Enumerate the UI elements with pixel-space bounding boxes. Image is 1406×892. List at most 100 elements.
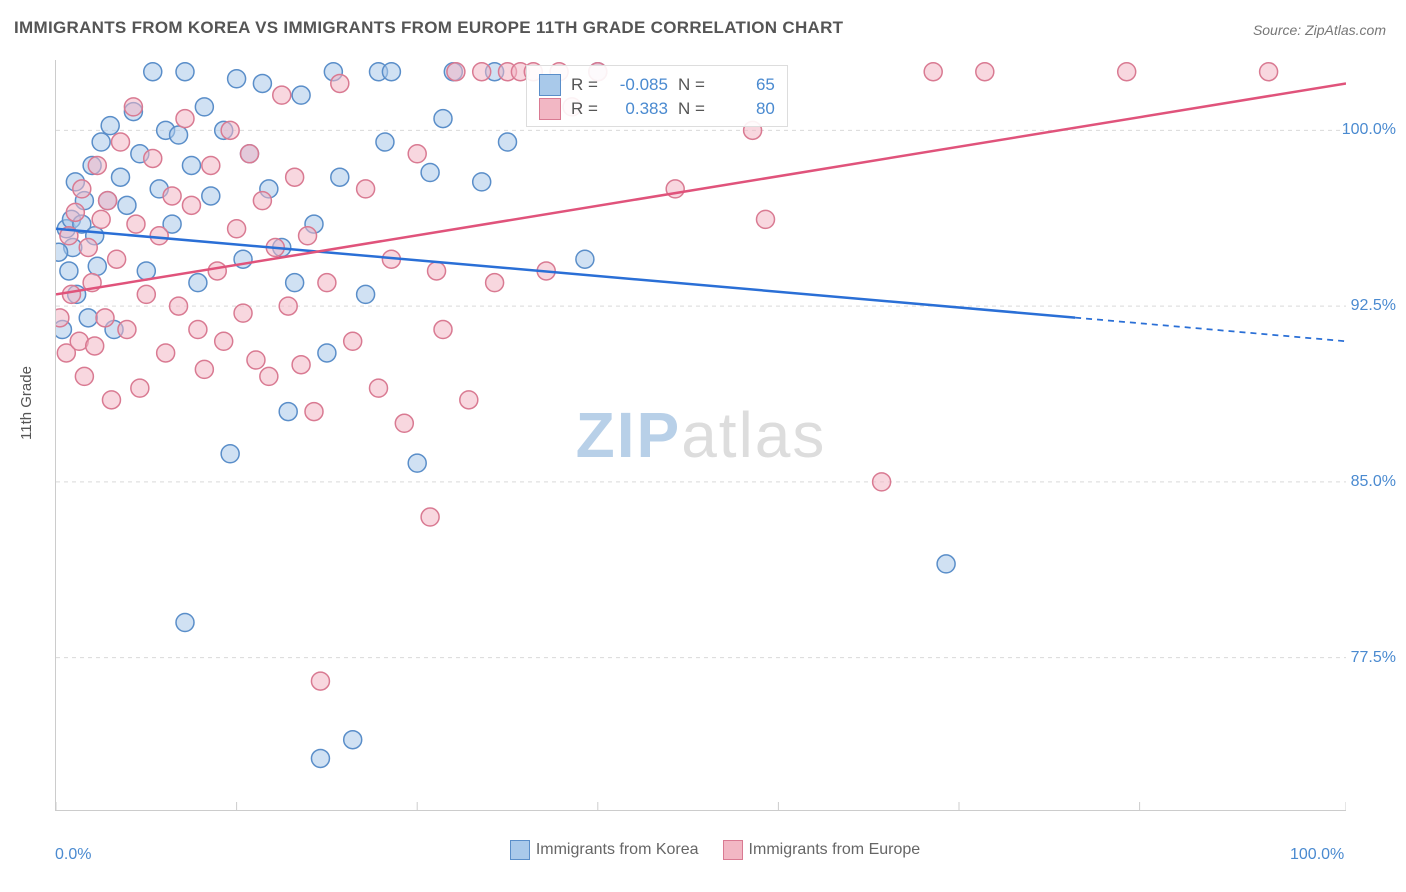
scatter-point: [757, 210, 775, 228]
legend-swatch: [510, 840, 530, 860]
scatter-point: [124, 98, 142, 116]
scatter-point: [228, 220, 246, 238]
scatter-point: [176, 614, 194, 632]
scatter-point: [86, 337, 104, 355]
scatter-point: [137, 285, 155, 303]
scatter-point: [170, 126, 188, 144]
bottom-legend: Immigrants from KoreaImmigrants from Eur…: [0, 840, 1406, 860]
stat-r-value: 0.383: [608, 99, 668, 119]
scatter-point: [195, 360, 213, 378]
scatter-svg: [56, 60, 1346, 810]
scatter-point: [279, 297, 297, 315]
scatter-point: [112, 168, 130, 186]
scatter-point: [144, 63, 162, 81]
scatter-point: [202, 156, 220, 174]
scatter-point: [96, 309, 114, 327]
scatter-point: [127, 215, 145, 233]
stat-n-label: N =: [678, 75, 705, 95]
scatter-point: [292, 356, 310, 374]
scatter-point: [228, 70, 246, 88]
scatter-point: [273, 86, 291, 104]
scatter-point: [434, 321, 452, 339]
scatter-point: [56, 309, 69, 327]
scatter-point: [99, 192, 117, 210]
scatter-point: [292, 86, 310, 104]
scatter-point: [937, 555, 955, 573]
stats-legend-box: R =-0.085N =65R =0.383N =80: [526, 65, 788, 127]
stat-n-value: 65: [715, 75, 775, 95]
scatter-point: [92, 210, 110, 228]
scatter-point: [357, 285, 375, 303]
scatter-point: [344, 332, 362, 350]
stat-r-value: -0.085: [608, 75, 668, 95]
scatter-point: [924, 63, 942, 81]
scatter-point: [118, 321, 136, 339]
scatter-point: [428, 262, 446, 280]
scatter-point: [118, 196, 136, 214]
scatter-point: [447, 63, 465, 81]
scatter-point: [215, 332, 233, 350]
scatter-point: [499, 133, 517, 151]
scatter-point: [92, 133, 110, 151]
scatter-point: [286, 274, 304, 292]
scatter-point: [331, 168, 349, 186]
scatter-point: [318, 344, 336, 362]
scatter-point: [473, 63, 491, 81]
scatter-point: [299, 227, 317, 245]
source-credit: Source: ZipAtlas.com: [1253, 22, 1386, 38]
scatter-point: [976, 63, 994, 81]
scatter-point: [253, 74, 271, 92]
scatter-point: [195, 98, 213, 116]
scatter-point: [176, 110, 194, 128]
scatter-point: [382, 63, 400, 81]
y-tick-label: 92.5%: [1351, 297, 1396, 315]
scatter-point: [182, 156, 200, 174]
scatter-point: [163, 187, 181, 205]
scatter-point: [182, 196, 200, 214]
scatter-point: [473, 173, 491, 191]
scatter-point: [150, 227, 168, 245]
scatter-point: [331, 74, 349, 92]
scatter-point: [370, 379, 388, 397]
scatter-point: [60, 262, 78, 280]
scatter-point: [112, 133, 130, 151]
stat-row: R = -0.085 N = 65: [539, 74, 775, 96]
scatter-point: [247, 351, 265, 369]
scatter-point: [62, 285, 80, 303]
scatter-point: [286, 168, 304, 186]
scatter-point: [79, 309, 97, 327]
scatter-point: [189, 321, 207, 339]
scatter-point: [318, 274, 336, 292]
scatter-point: [357, 180, 375, 198]
scatter-point: [344, 731, 362, 749]
scatter-point: [101, 117, 119, 135]
scatter-point: [576, 250, 594, 268]
y-tick-label: 85.0%: [1351, 473, 1396, 491]
scatter-point: [408, 454, 426, 472]
scatter-point: [311, 749, 329, 767]
chart-title: IMMIGRANTS FROM KOREA VS IMMIGRANTS FROM…: [14, 18, 843, 38]
legend-label: Immigrants from Korea: [536, 841, 699, 858]
scatter-point: [460, 391, 478, 409]
scatter-point: [137, 262, 155, 280]
scatter-point: [434, 110, 452, 128]
scatter-point: [73, 180, 91, 198]
scatter-point: [75, 367, 93, 385]
scatter-point: [1260, 63, 1278, 81]
scatter-point: [176, 63, 194, 81]
scatter-point: [234, 304, 252, 322]
y-axis-label: 11th Grade: [18, 366, 35, 440]
scatter-point: [311, 672, 329, 690]
plot-area: ZIPatlas R =-0.085N =65R =0.383N =80: [55, 60, 1346, 811]
scatter-point: [88, 257, 106, 275]
scatter-point: [376, 133, 394, 151]
scatter-point: [88, 156, 106, 174]
scatter-point: [221, 121, 239, 139]
scatter-point: [253, 192, 271, 210]
scatter-point: [144, 149, 162, 167]
scatter-point: [157, 344, 175, 362]
stat-r-label: R =: [571, 75, 598, 95]
stat-n-label: N =: [678, 99, 705, 119]
stat-row: R =0.383N =80: [539, 98, 775, 120]
scatter-point: [241, 145, 259, 163]
